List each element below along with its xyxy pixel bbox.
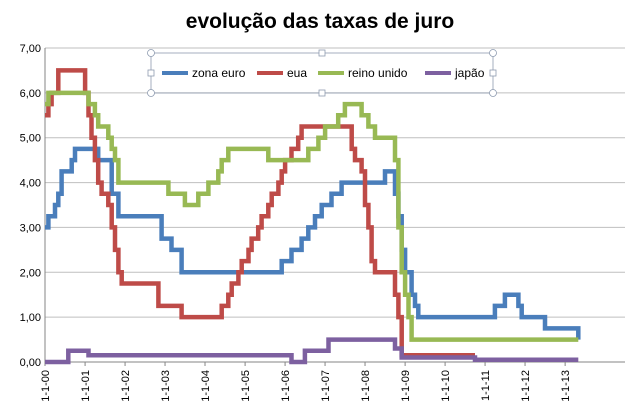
x-tick-label: 1-1-11	[480, 370, 492, 401]
x-tick-label: 1-1-09	[400, 370, 412, 402]
chart-title: evolução das taxas de juro	[186, 10, 454, 33]
resize-handle[interactable]	[147, 69, 155, 77]
x-tick-label: 1-1-02	[120, 370, 132, 402]
legend-label: zona euro	[192, 66, 246, 80]
x-tick-label: 1-1-00	[40, 370, 52, 402]
series-line-japão	[45, 337, 579, 365]
x-tick-label: 1-1-13	[560, 370, 572, 402]
x-tick-label: 1-1-04	[200, 370, 212, 402]
x-tick-label: 1-1-01	[80, 370, 92, 402]
y-tick-label: 7,00	[20, 43, 41, 55]
series-line-reino-unido	[45, 90, 579, 342]
x-tick-label: 1-1-03	[160, 370, 172, 402]
x-tick-label: 1-1-08	[360, 370, 372, 402]
series-lines	[45, 68, 581, 365]
series-line-zona-euro	[45, 146, 581, 340]
y-axis: 0,00 1,00 2,00 3,00 4,00 5,00 6,00 7,00	[20, 43, 41, 369]
legend-label: reino unido	[348, 66, 408, 80]
y-tick-label: 2,00	[20, 267, 41, 279]
x-tick-label: 1-1-07	[320, 370, 332, 402]
y-tick-label: 5,00	[20, 133, 41, 145]
x-axis: 1-1-00 1-1-01 1-1-02 1-1-03 1-1-04 1-1-05 1-1-…	[40, 362, 572, 402]
series-line-eua	[45, 68, 475, 358]
legend[interactable]: zona euro eua reino unido japão	[147, 49, 497, 97]
legend-label: eua	[287, 66, 307, 80]
y-tick-label: 4,00	[20, 178, 41, 190]
x-tick-label: 1-1-05	[240, 370, 252, 402]
x-tick-label: 1-1-10	[440, 370, 452, 402]
plot-area	[45, 48, 625, 362]
y-tick-label: 1,00	[20, 312, 41, 324]
resize-handle[interactable]	[318, 89, 326, 97]
x-tick-label: 1-1-12	[520, 370, 532, 402]
resize-handle[interactable]	[147, 89, 155, 97]
resize-handle[interactable]	[147, 49, 155, 57]
gridlines	[44, 47, 625, 363]
legend-selection-handles[interactable]	[147, 49, 497, 97]
legend-label: japão	[454, 66, 485, 80]
legend-items: zona euro eua reino unido japão	[162, 66, 485, 80]
y-tick-label: 3,00	[20, 222, 41, 234]
y-tick-label: 6,00	[20, 88, 41, 100]
resize-handle[interactable]	[489, 69, 497, 77]
resize-handle[interactable]	[318, 49, 326, 57]
x-tick-label: 1-1-06	[280, 370, 292, 402]
resize-handle[interactable]	[489, 89, 497, 97]
y-tick-label: 0,00	[20, 357, 41, 369]
resize-handle[interactable]	[489, 49, 497, 57]
